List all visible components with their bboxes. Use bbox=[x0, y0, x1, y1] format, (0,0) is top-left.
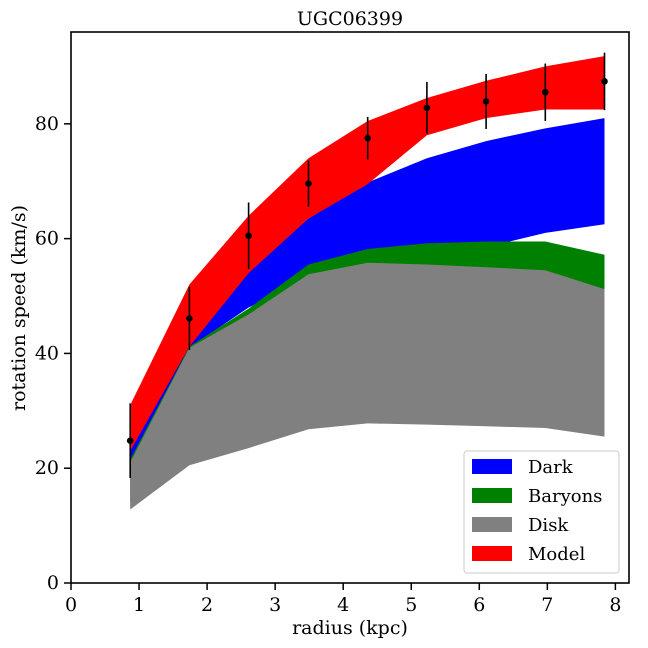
data-point bbox=[305, 180, 312, 187]
data-point bbox=[364, 134, 371, 142]
legend-label-dark: Dark bbox=[528, 457, 574, 478]
data-point bbox=[482, 98, 490, 105]
x-tick-label: 1 bbox=[133, 594, 145, 616]
x-axis-ticks: 0 1 2 3 4 5 6 7 8 bbox=[65, 583, 621, 616]
x-tick-label: 4 bbox=[337, 594, 349, 616]
band-disk bbox=[130, 262, 605, 510]
y-tick-label: 80 bbox=[35, 113, 59, 135]
legend-swatch-dark bbox=[472, 459, 512, 474]
legend-box bbox=[463, 450, 620, 574]
legend-swatch-disk bbox=[472, 517, 512, 532]
legend-label-disk: Disk bbox=[528, 515, 569, 536]
observed-data-layer bbox=[126, 52, 608, 478]
data-point bbox=[126, 437, 134, 444]
y-tick-label: 0 bbox=[47, 572, 59, 594]
y-tick-label: 40 bbox=[35, 342, 59, 364]
legend-swatch-model bbox=[472, 546, 512, 561]
x-tick-label: 6 bbox=[473, 594, 485, 616]
band-baryons bbox=[130, 241, 605, 503]
y-axis-label: rotation speed (km/s) bbox=[8, 205, 30, 411]
data-point bbox=[245, 232, 252, 240]
x-tick-label: 5 bbox=[405, 594, 417, 616]
x-axis-label: radius (kpc) bbox=[292, 617, 408, 639]
legend-label-baryons: Baryons bbox=[528, 486, 602, 507]
plot-frame bbox=[70, 31, 630, 584]
data-point bbox=[423, 104, 431, 112]
legend: Dark Baryons Disk Model bbox=[463, 450, 620, 574]
band-dark bbox=[130, 118, 605, 463]
data-point bbox=[542, 88, 549, 96]
x-tick-label: 0 bbox=[65, 594, 77, 616]
legend-swatch-baryons bbox=[472, 488, 512, 503]
chart-title: UGC06399 bbox=[297, 8, 403, 30]
data-point bbox=[601, 78, 608, 85]
x-tick-label: 8 bbox=[609, 594, 621, 616]
x-tick-label: 3 bbox=[269, 594, 281, 616]
y-tick-label: 60 bbox=[35, 228, 59, 250]
x-tick-label: 7 bbox=[541, 594, 553, 616]
y-tick-label: 20 bbox=[35, 457, 59, 479]
y-axis-ticks: 0 20 40 60 80 bbox=[35, 113, 71, 594]
x-tick-label: 2 bbox=[201, 594, 213, 616]
legend-label-model: Model bbox=[528, 544, 585, 565]
data-point bbox=[186, 315, 193, 322]
